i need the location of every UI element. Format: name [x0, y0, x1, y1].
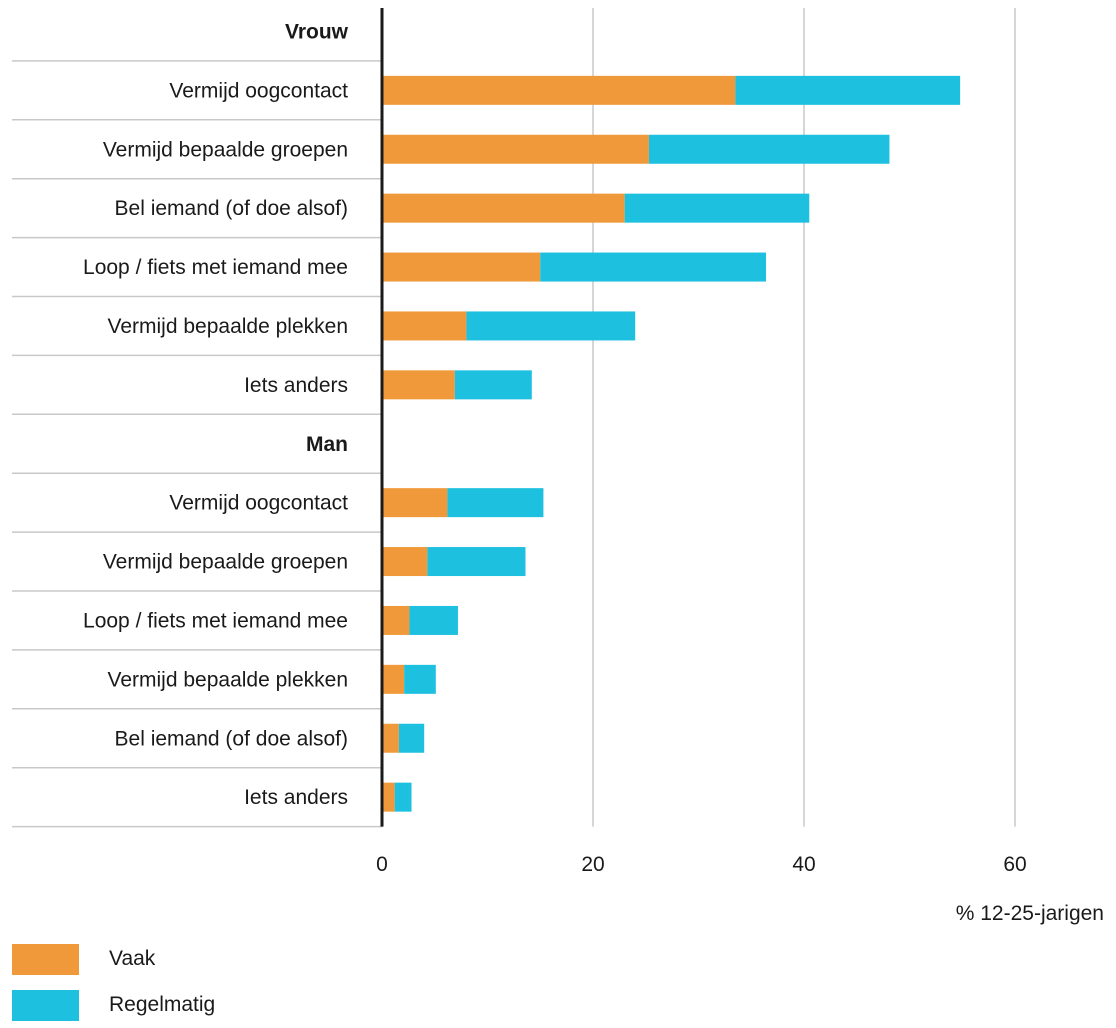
bar-regelmatig: [427, 547, 526, 577]
category-label: Vermijd bepaalde plekken: [108, 668, 349, 691]
bar-vaak: [382, 782, 395, 812]
bar-vaak: [382, 605, 410, 635]
bar-vaak: [382, 723, 399, 753]
chart-legend: Vaak Regelmatig: [12, 936, 215, 1028]
bar-vaak: [382, 134, 649, 164]
bar-regelmatig: [735, 75, 961, 105]
x-tick-label: 0: [376, 853, 388, 876]
category-label: Bel iemand (of doe alsof): [115, 727, 348, 750]
group-header: Man: [306, 433, 348, 456]
category-label: Bel iemand (of doe alsof): [115, 197, 348, 220]
x-axis-title: % 12-25-jarigen: [956, 902, 1104, 925]
legend-item-regelmatig: Regelmatig: [12, 982, 215, 1028]
bar-vaak: [382, 547, 428, 577]
legend-label-vaak: Vaak: [109, 947, 156, 970]
bar-vaak: [382, 370, 455, 400]
bar-vaak: [382, 664, 405, 694]
group-header: Vrouw: [285, 20, 349, 43]
bar-vaak: [382, 252, 541, 282]
x-tick-label: 60: [1003, 853, 1026, 876]
stacked-bar-chart: Vrouw Vermijd oogcontact Vermijd bepaalde …: [12, 8, 1104, 925]
category-label: Loop / fiets met iemand mee: [83, 609, 348, 632]
bar-regelmatig: [394, 782, 412, 812]
bar-regelmatig: [540, 252, 767, 282]
x-tick-label: 20: [581, 853, 604, 876]
bar-vaak: [382, 311, 467, 341]
legend-swatch-vaak: [12, 943, 79, 975]
category-label: Vermijd bepaalde groepen: [103, 551, 348, 574]
bar-vaak: [382, 193, 625, 223]
legend-item-vaak: Vaak: [12, 936, 215, 982]
bar-regelmatig: [404, 664, 436, 694]
legend-label-regelmatig: Regelmatig: [109, 993, 216, 1016]
category-label: Vermijd bepaalde plekken: [108, 315, 349, 338]
category-label: Vermijd oogcontact: [169, 79, 348, 102]
bar-regelmatig: [466, 311, 636, 341]
bar-regelmatig: [409, 605, 458, 635]
category-label: Vermijd bepaalde groepen: [103, 138, 348, 161]
bar-regelmatig: [398, 723, 425, 753]
category-label: Vermijd oogcontact: [169, 492, 348, 515]
category-label: Iets anders: [244, 786, 348, 809]
category-label: Loop / fiets met iemand mee: [83, 256, 348, 279]
bar-vaak: [382, 488, 448, 518]
bar-regelmatig: [447, 488, 544, 518]
category-label: Iets anders: [244, 374, 348, 397]
bar-regelmatig: [624, 193, 810, 223]
legend-swatch-regelmatig: [12, 989, 79, 1021]
bar-vaak: [382, 75, 736, 105]
x-tick-label: 40: [792, 853, 815, 876]
bar-regelmatig: [454, 370, 532, 400]
bar-regelmatig: [648, 134, 890, 164]
